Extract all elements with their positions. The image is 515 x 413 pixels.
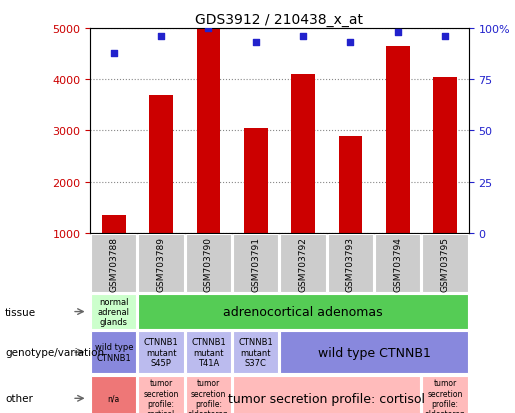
Point <box>393 30 402 36</box>
Bar <box>280 331 468 373</box>
Bar <box>244 128 268 285</box>
Text: GSM703790: GSM703790 <box>204 236 213 291</box>
Bar <box>433 78 457 285</box>
Bar <box>91 235 136 293</box>
Text: GSM703789: GSM703789 <box>157 236 166 291</box>
Bar <box>91 376 136 413</box>
Text: n/a: n/a <box>108 394 120 403</box>
Text: GSM703792: GSM703792 <box>299 236 307 291</box>
Bar <box>233 376 420 413</box>
Text: GSM703795: GSM703795 <box>440 236 450 291</box>
Text: wild type CTNNB1: wild type CTNNB1 <box>318 346 431 359</box>
Text: GSM703791: GSM703791 <box>251 236 260 291</box>
Text: tumor
secretion
profile:
cortisol: tumor secretion profile: cortisol <box>143 378 179 413</box>
Bar <box>386 47 409 285</box>
Bar <box>139 235 184 293</box>
Text: tumor
secretion
profile:
aldosteron: tumor secretion profile: aldosteron <box>188 378 229 413</box>
Text: genotype/variation: genotype/variation <box>5 347 104 357</box>
Bar <box>139 295 468 329</box>
Point <box>299 34 307 40</box>
Text: tissue: tissue <box>5 307 36 317</box>
Text: tumor secretion profile: cortisol: tumor secretion profile: cortisol <box>228 392 425 405</box>
Title: GDS3912 / 210438_x_at: GDS3912 / 210438_x_at <box>195 12 364 26</box>
Bar <box>280 235 326 293</box>
Text: CTNNB1
mutant
S45P: CTNNB1 mutant S45P <box>144 337 179 367</box>
Point <box>441 34 449 40</box>
Bar <box>422 376 468 413</box>
Bar <box>197 29 220 285</box>
Point <box>346 40 354 47</box>
Text: GSM703788: GSM703788 <box>109 236 118 291</box>
Bar <box>291 75 315 285</box>
Bar <box>139 376 184 413</box>
Point <box>110 50 118 57</box>
Text: CTNNB1
mutant
T41A: CTNNB1 mutant T41A <box>191 337 226 367</box>
Bar <box>91 331 136 373</box>
Point <box>252 40 260 47</box>
Bar <box>233 331 279 373</box>
Bar <box>149 95 173 285</box>
Bar <box>139 331 184 373</box>
Bar <box>102 216 126 285</box>
Text: wild type
CTNNB1: wild type CTNNB1 <box>95 343 133 362</box>
Bar <box>328 235 373 293</box>
Bar <box>422 235 468 293</box>
Bar <box>375 235 420 293</box>
Text: CTNNB1
mutant
S37C: CTNNB1 mutant S37C <box>238 337 273 367</box>
Text: GSM703793: GSM703793 <box>346 236 355 291</box>
Bar <box>186 235 231 293</box>
Bar <box>186 331 231 373</box>
Point <box>157 34 165 40</box>
Point <box>204 26 213 32</box>
Text: normal
adrenal
glands: normal adrenal glands <box>98 297 130 327</box>
Text: other: other <box>5 393 33 404</box>
Bar <box>338 136 362 285</box>
Text: GSM703794: GSM703794 <box>393 236 402 291</box>
Text: tumor
secretion
profile:
aldosteron: tumor secretion profile: aldosteron <box>424 378 466 413</box>
Bar <box>91 295 136 329</box>
Text: adrenocortical adenomas: adrenocortical adenomas <box>223 305 383 318</box>
Bar <box>186 376 231 413</box>
Bar <box>233 235 279 293</box>
